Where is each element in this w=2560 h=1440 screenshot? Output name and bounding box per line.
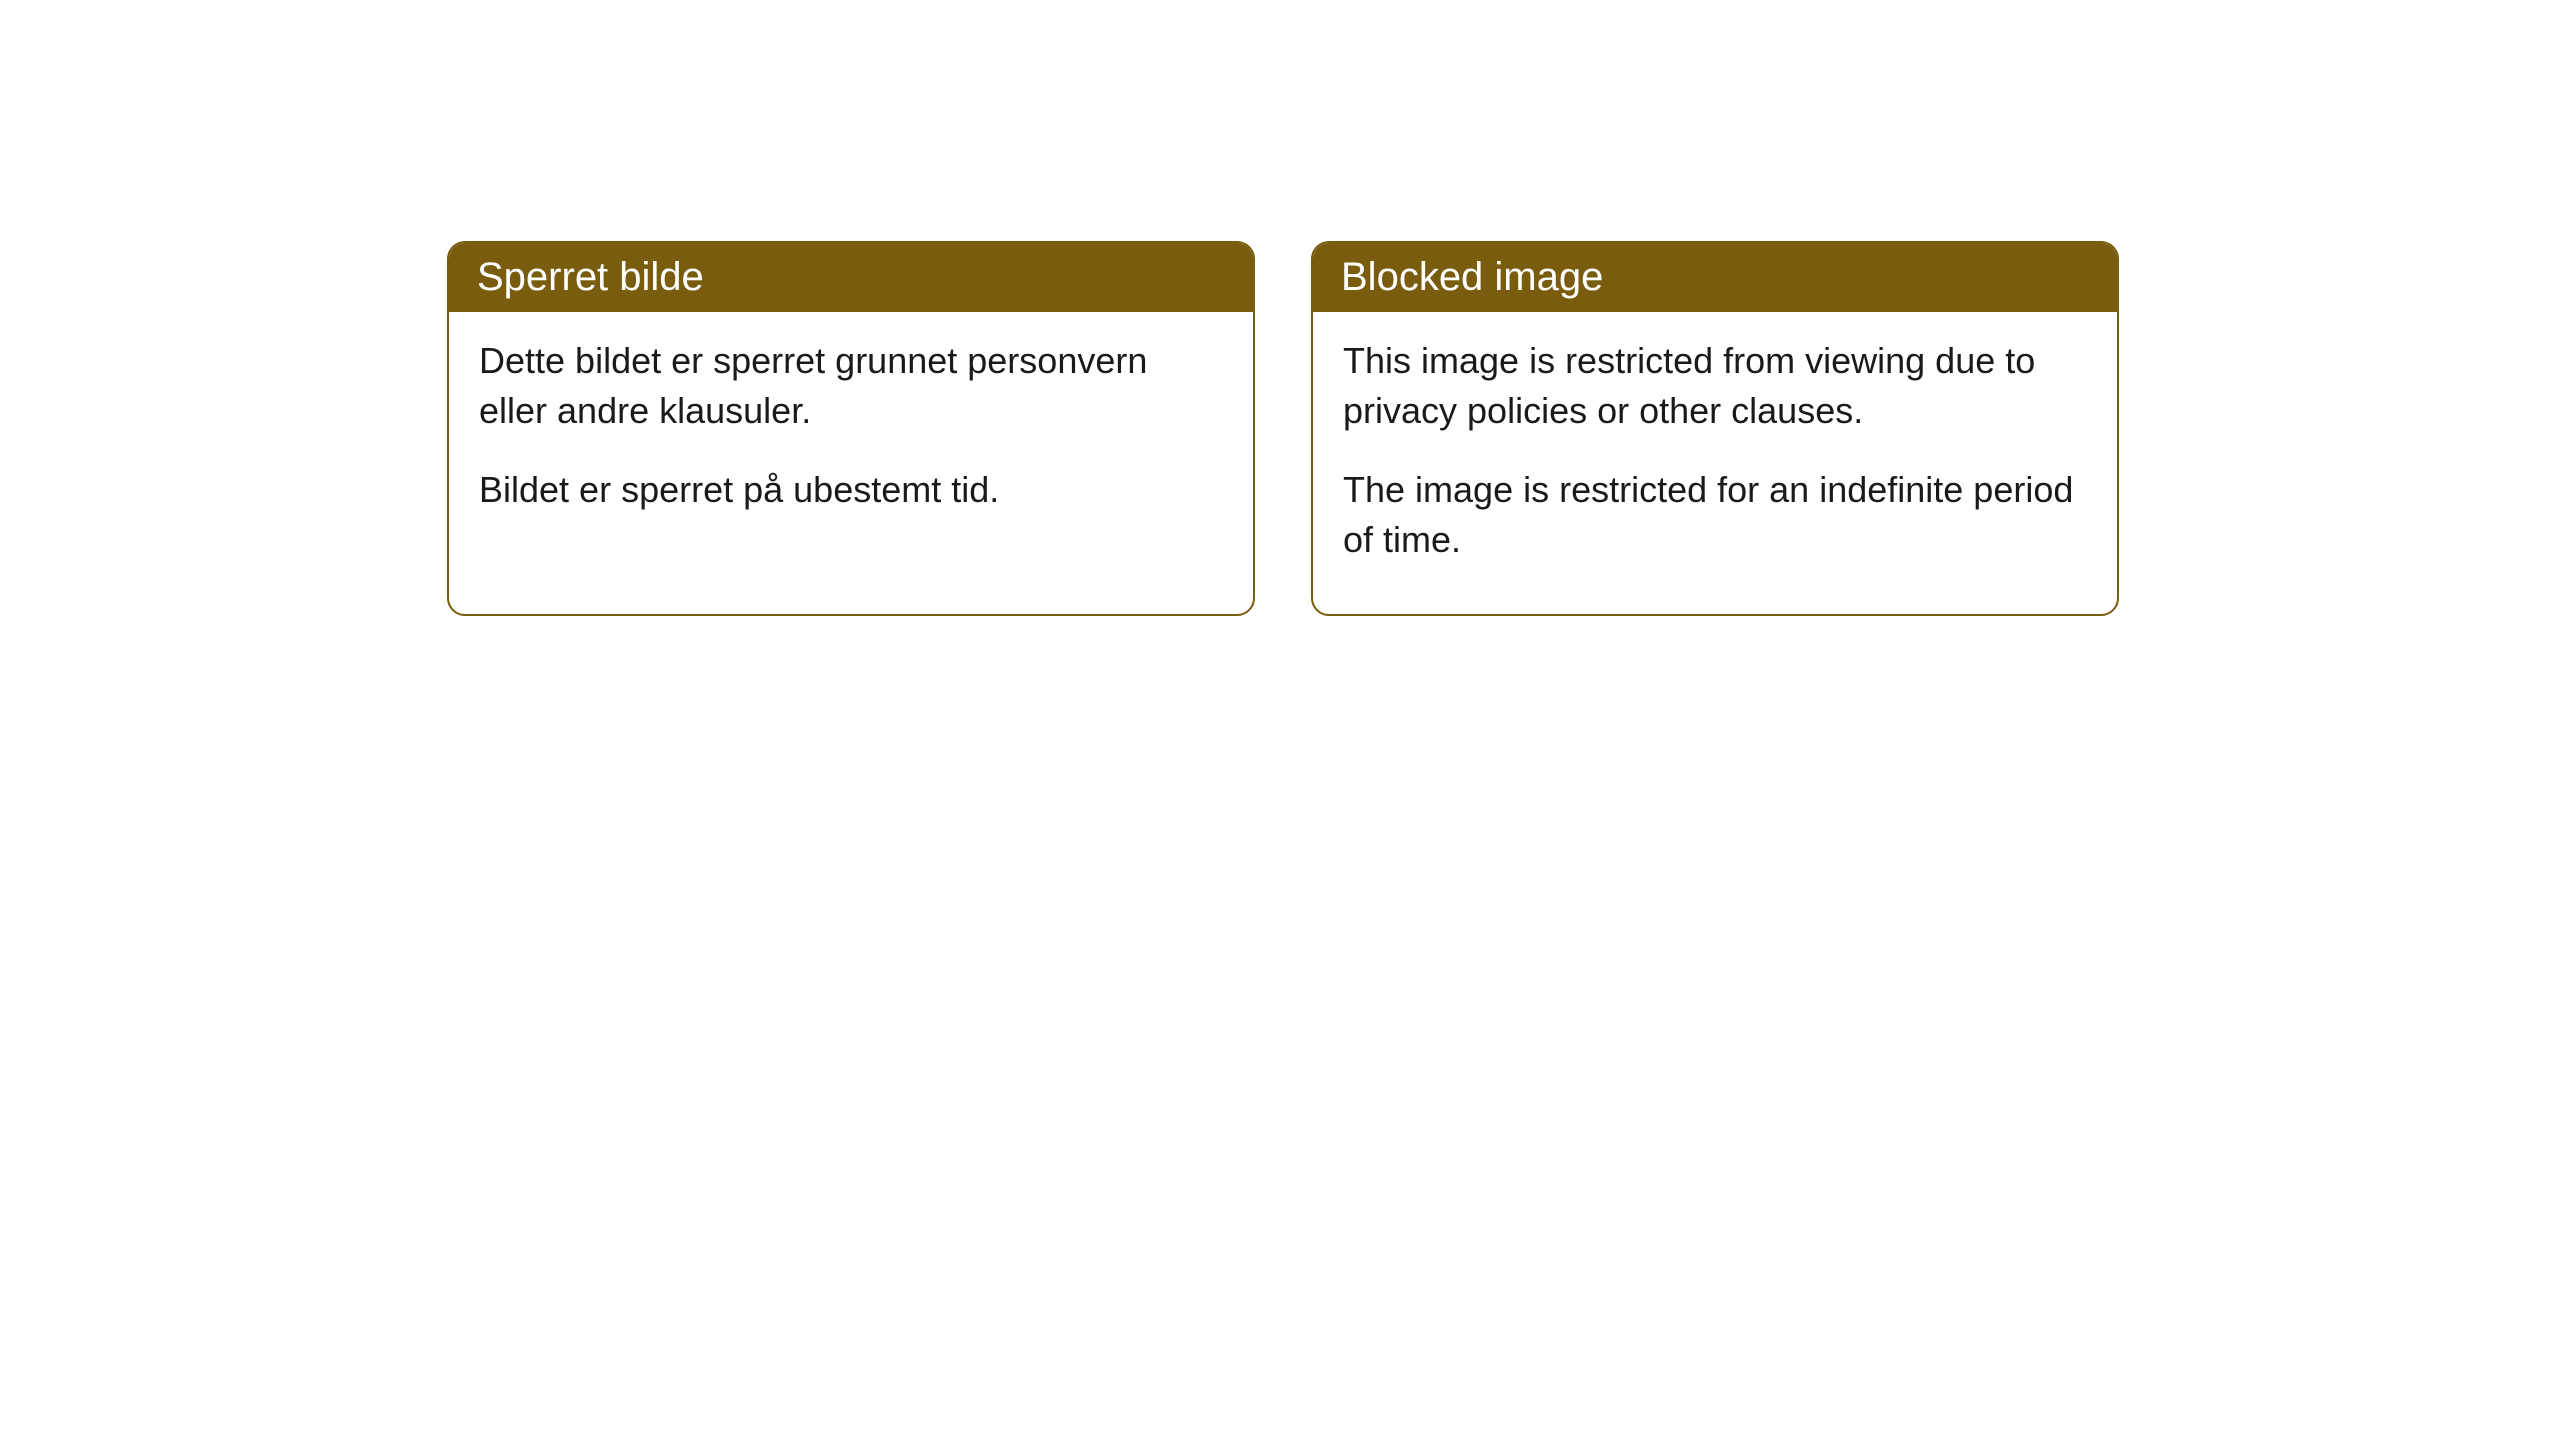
card-paragraph: The image is restricted for an indefinit… bbox=[1343, 465, 2087, 566]
card-paragraph: This image is restricted from viewing du… bbox=[1343, 336, 2087, 437]
card-paragraph: Bildet er sperret på ubestemt tid. bbox=[479, 465, 1223, 515]
cards-container: Sperret bilde Dette bildet er sperret gr… bbox=[0, 0, 2560, 616]
card-header: Sperret bilde bbox=[449, 243, 1253, 312]
card-blocked-norwegian: Sperret bilde Dette bildet er sperret gr… bbox=[447, 241, 1255, 616]
card-body: This image is restricted from viewing du… bbox=[1313, 312, 2117, 614]
card-header: Blocked image bbox=[1313, 243, 2117, 312]
card-paragraph: Dette bildet er sperret grunnet personve… bbox=[479, 336, 1223, 437]
card-blocked-english: Blocked image This image is restricted f… bbox=[1311, 241, 2119, 616]
card-body: Dette bildet er sperret grunnet personve… bbox=[449, 312, 1253, 563]
